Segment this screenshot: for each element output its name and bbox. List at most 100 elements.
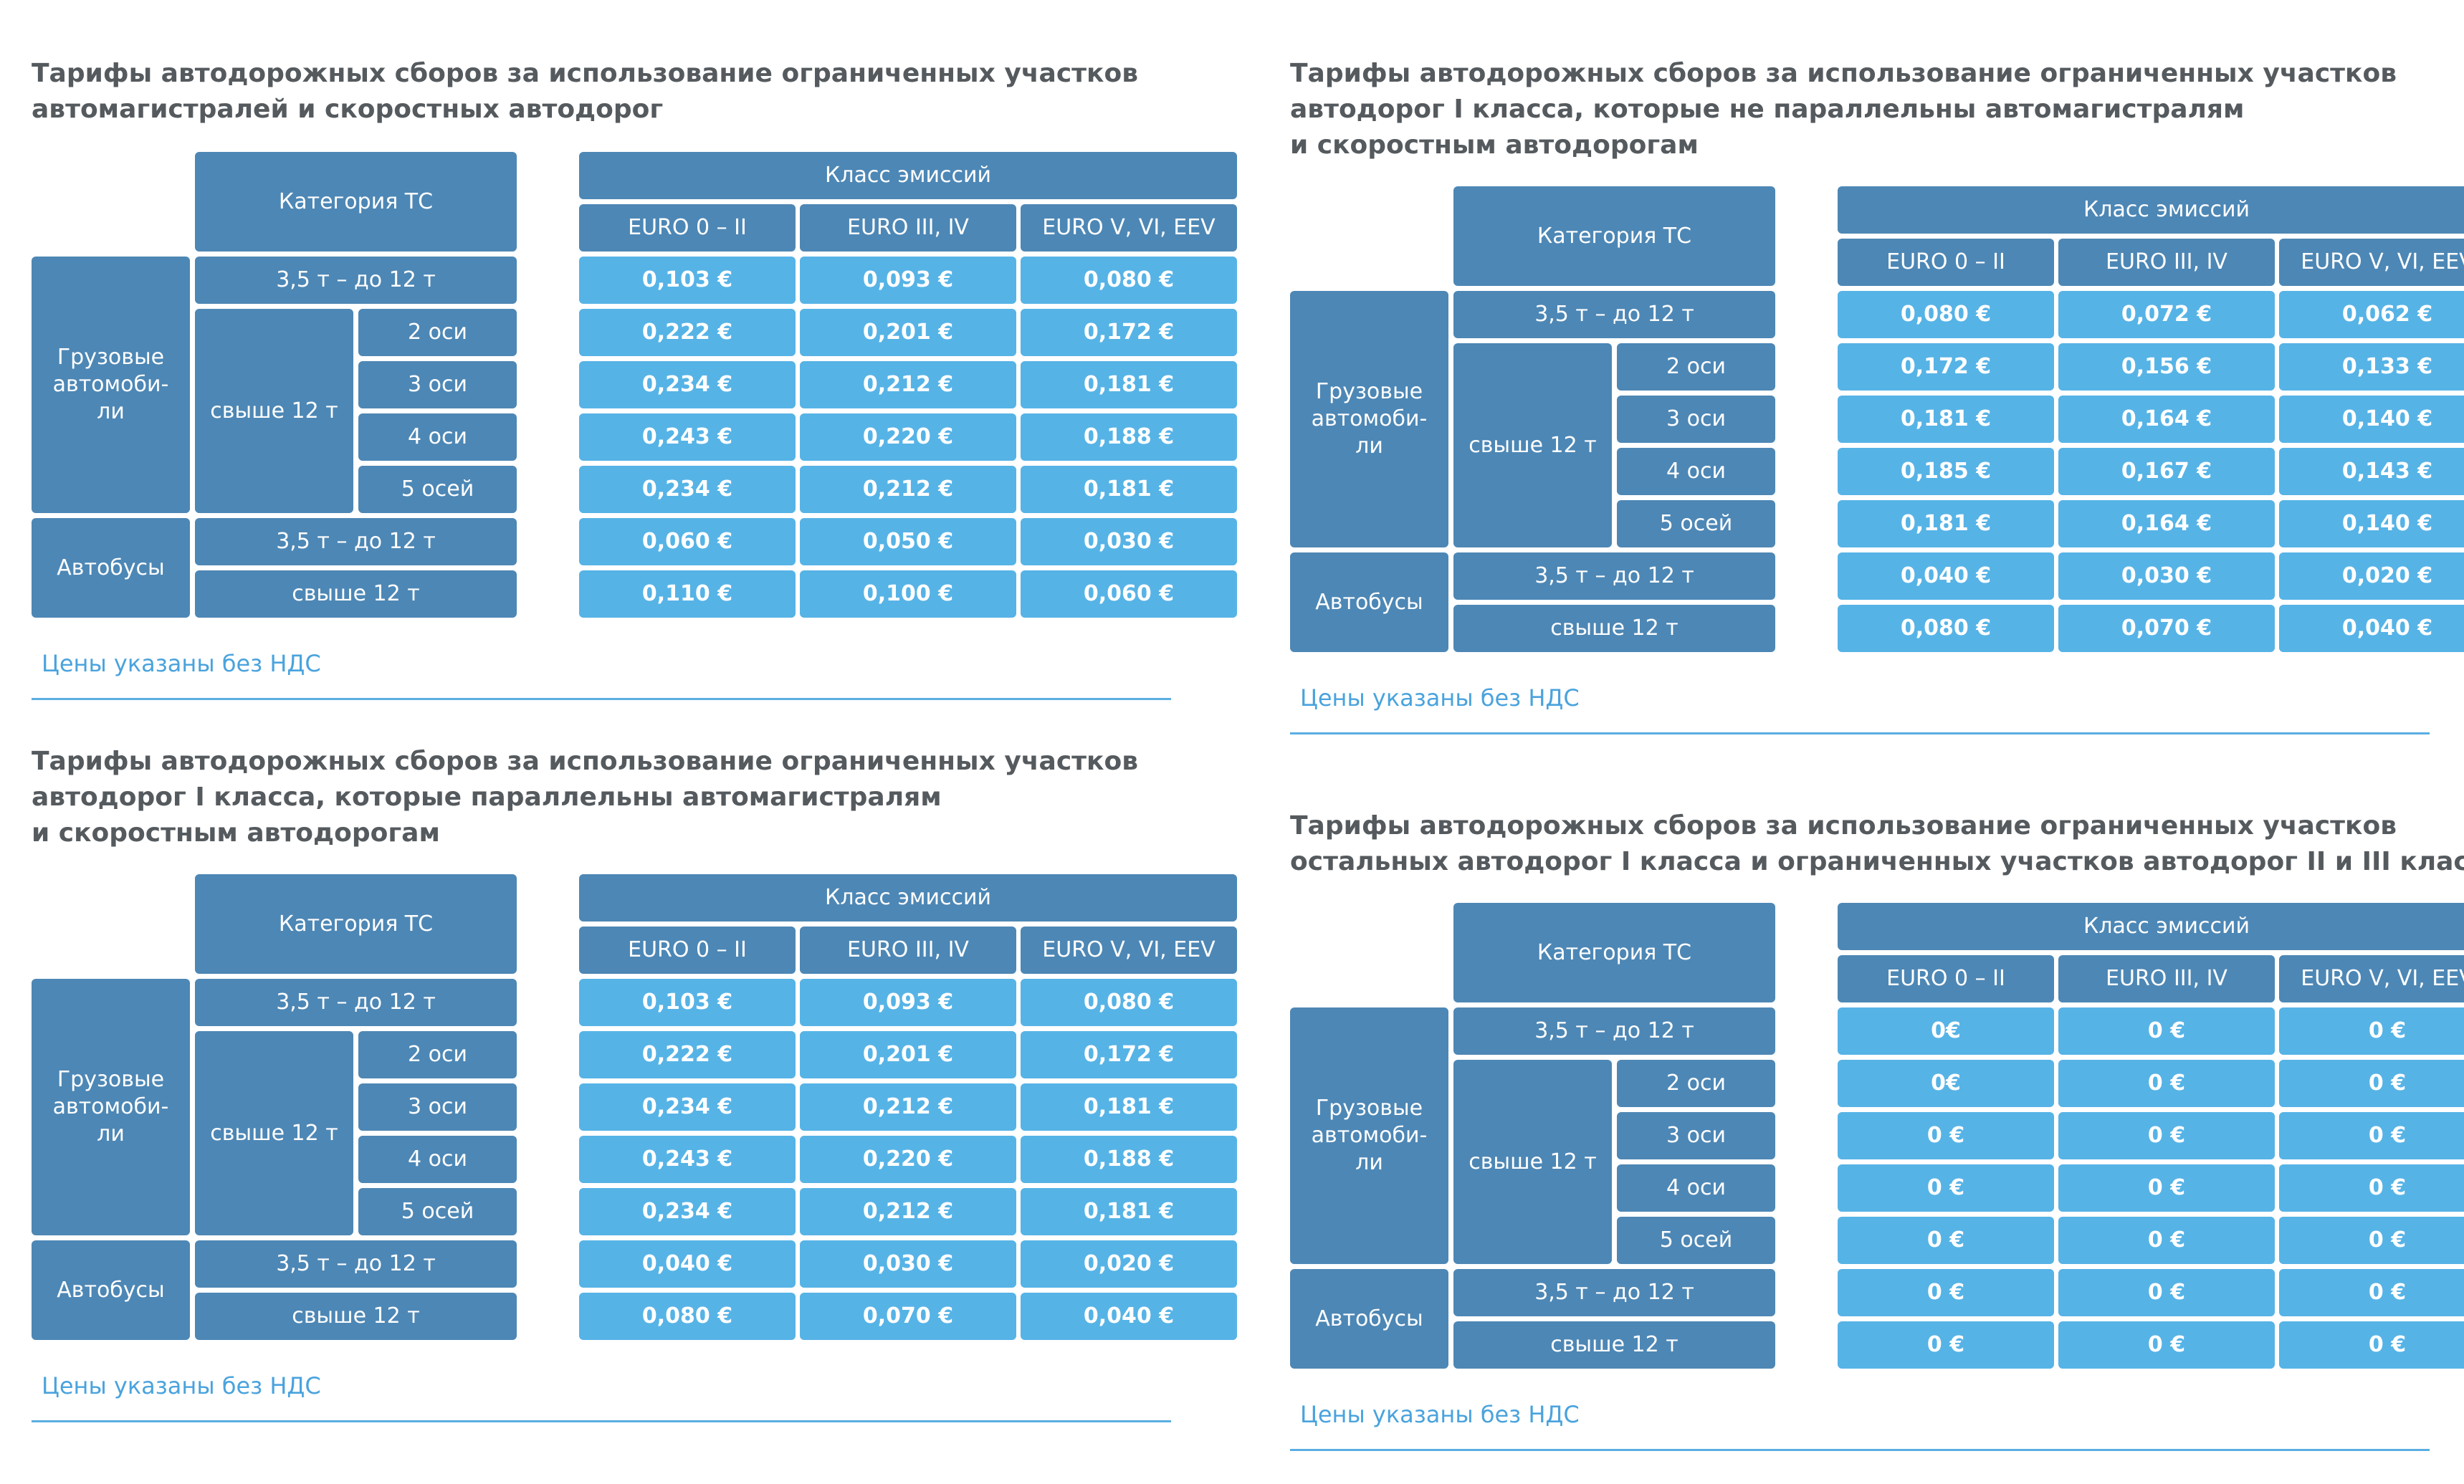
tariff-value-cell: 0,072 € [2058, 291, 2275, 338]
tariff-value-cell: 0,164 € [2058, 396, 2275, 443]
tariff-value-cell: 0,030 € [1021, 518, 1237, 565]
divider [32, 1420, 1171, 1422]
tariff-table-panel-1: Тарифы автодорожных сборов за использова… [32, 56, 1237, 700]
row-label: 3,5 т – до 12 т [1453, 1269, 1775, 1316]
vat-note: Цены указаны без НДС [1300, 1401, 1580, 1428]
tariff-value-cell: 0,188 € [1021, 413, 1237, 461]
tariff-value-cell: 0,243 € [579, 413, 796, 461]
tariff-value-cell: 0€ [1838, 1060, 2054, 1107]
row-label: свыше 12 т [195, 1293, 517, 1340]
tariff-value-cell: 0,222 € [579, 309, 796, 356]
tariff-value-cell: 0,140 € [2279, 500, 2464, 547]
tariff-value-cell: 0,212 € [800, 361, 1016, 408]
tariff-value-cell: 0,212 € [800, 1083, 1016, 1131]
tariff-value-cell: 0,181 € [1021, 466, 1237, 513]
tariff-table-panel-4: Тарифы автодорожных сборов за использова… [1290, 808, 2464, 1451]
tariff-grid: Категория ТС Класс эмиссий EURO 0 – II EURO… [32, 874, 1237, 1340]
tariff-grid: Категория ТС Класс эмиссий EURO 0 – II EURO… [32, 152, 1237, 618]
row-label: 3,5 т – до 12 т [1453, 1007, 1775, 1055]
tariff-value-cell: 0,103 € [579, 257, 796, 304]
row-label: 3,5 т – до 12 т [1453, 291, 1775, 338]
row-label: 2 оси [1617, 1060, 1775, 1107]
row-label: 3,5 т – до 12 т [195, 1240, 517, 1288]
euro-column-header: EURO V, VI, EEV [1021, 204, 1237, 252]
euro-column-header: EURO V, VI, EEV [2279, 955, 2464, 1002]
tariff-value-cell: 0,070 € [2058, 605, 2275, 652]
euro-column-header: EURO III, IV [800, 204, 1016, 252]
tariff-value-cell: 0 € [1838, 1269, 2054, 1316]
tariff-value-cell: 0 € [2058, 1060, 2275, 1107]
divider [1290, 1449, 2430, 1451]
tariff-value-cell: 0€ [1838, 1007, 2054, 1055]
row-label: 4 оси [358, 1136, 517, 1183]
trucks-group-label: Грузовые автомоби- ли [32, 979, 190, 1235]
emission-class-header: Класс эмиссий [1838, 903, 2464, 950]
tariff-value-cell: 0,133 € [2279, 343, 2464, 391]
category-header: Категория ТС [195, 874, 517, 974]
tariff-value-cell: 0,201 € [800, 1031, 1016, 1078]
row-label: 5 осей [358, 466, 517, 513]
tariff-value-cell: 0 € [2279, 1112, 2464, 1159]
table-title: Тарифы автодорожных сборов за использова… [1290, 59, 2397, 160]
trucks-group-label: Грузовые автомоби- ли [1290, 291, 1448, 547]
tariff-value-cell: 0,040 € [1021, 1293, 1237, 1340]
tariff-value-cell: 0,172 € [1838, 343, 2054, 391]
euro-column-header: EURO 0 – II [579, 927, 796, 974]
tariff-value-cell: 0 € [2058, 1112, 2275, 1159]
tariff-value-cell: 0,100 € [800, 570, 1016, 618]
over-12t-group-label: свыше 12 т [1453, 1060, 1612, 1264]
tariff-value-cell: 0,060 € [579, 518, 796, 565]
tariff-table-panel-3: Тарифы автодорожных сборов за использова… [32, 744, 1237, 1422]
tariff-value-cell: 0,181 € [1838, 396, 2054, 443]
tariff-value-cell: 0,080 € [1838, 605, 2054, 652]
tariff-value-cell: 0,172 € [1021, 1031, 1237, 1078]
tariff-value-cell: 0,156 € [2058, 343, 2275, 391]
tariff-value-cell: 0,060 € [1021, 570, 1237, 618]
tariff-value-cell: 0 € [2279, 1321, 2464, 1369]
row-label: 3,5 т – до 12 т [195, 257, 517, 304]
category-header: Категория ТС [1453, 186, 1775, 286]
euro-column-header: EURO III, IV [2058, 239, 2275, 286]
emission-class-header: Класс эмиссий [579, 152, 1237, 199]
trucks-group-label: Грузовые автомоби- ли [1290, 1007, 1448, 1264]
tariff-value-cell: 0,220 € [800, 1136, 1016, 1183]
tariff-value-cell: 0 € [2279, 1269, 2464, 1316]
tariff-value-cell: 0,185 € [1838, 448, 2054, 495]
tariff-value-cell: 0,181 € [1021, 1083, 1237, 1131]
tariff-value-cell: 0 € [2279, 1007, 2464, 1055]
tariff-value-cell: 0,212 € [800, 466, 1016, 513]
tariff-value-cell: 0 € [1838, 1217, 2054, 1264]
euro-column-header: EURO V, VI, EEV [2279, 239, 2464, 286]
row-label: 5 осей [358, 1188, 517, 1235]
tariff-value-cell: 0,143 € [2279, 448, 2464, 495]
tariff-value-cell: 0,070 € [800, 1293, 1016, 1340]
row-label: 3 оси [358, 1083, 517, 1131]
tariff-value-cell: 0 € [2279, 1060, 2464, 1107]
tariff-value-cell: 0,181 € [1838, 500, 2054, 547]
tariff-value-cell: 0,080 € [1021, 979, 1237, 1026]
tariff-value-cell: 0 € [2058, 1217, 2275, 1264]
tariff-value-cell: 0,234 € [579, 466, 796, 513]
tariff-value-cell: 0 € [1838, 1321, 2054, 1369]
tariff-value-cell: 0,093 € [800, 979, 1016, 1026]
emission-class-header: Класс эмиссий [1838, 186, 2464, 234]
tariff-value-cell: 0,103 € [579, 979, 796, 1026]
emission-class-header: Класс эмиссий [579, 874, 1237, 921]
tariff-value-cell: 0,080 € [579, 1293, 796, 1340]
tariff-value-cell: 0,040 € [2279, 605, 2464, 652]
row-label: 3 оси [358, 361, 517, 408]
buses-group-label: Автобусы [1290, 552, 1448, 652]
tariff-value-cell: 0 € [2058, 1007, 2275, 1055]
row-label: 3,5 т – до 12 т [195, 979, 517, 1026]
tariff-value-cell: 0,234 € [579, 1083, 796, 1131]
table-title: Тарифы автодорожных сборов за использова… [32, 59, 1138, 124]
tariff-value-cell: 0,164 € [2058, 500, 2275, 547]
table-title: Тарифы автодорожных сборов за использова… [32, 747, 1138, 848]
tariff-value-cell: 0,040 € [1838, 552, 2054, 600]
row-label: 2 оси [358, 1031, 517, 1078]
row-label: 5 осей [1617, 500, 1775, 547]
tariff-value-cell: 0,040 € [579, 1240, 796, 1288]
over-12t-group-label: свыше 12 т [195, 309, 353, 513]
tariff-value-cell: 0 € [2279, 1164, 2464, 1212]
over-12t-group-label: свыше 12 т [195, 1031, 353, 1235]
